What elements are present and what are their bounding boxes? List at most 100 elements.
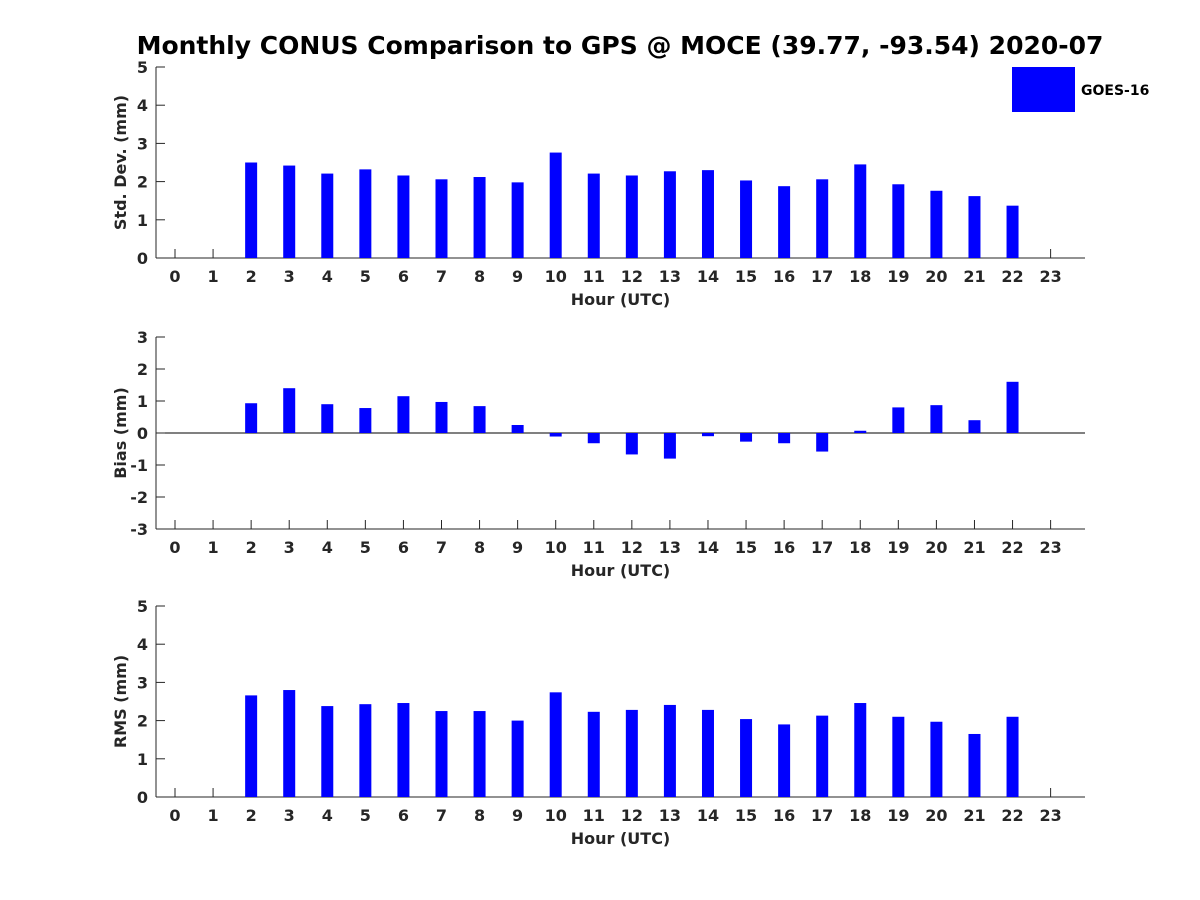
bar-hour-8	[473, 177, 486, 258]
bar-hour-12	[625, 175, 638, 258]
bar-hour-10	[549, 433, 562, 437]
x-axis-label: Hour (UTC)	[571, 290, 671, 309]
y-tick-label: 0	[137, 249, 148, 268]
bar-hour-13	[663, 171, 676, 258]
legend-swatch	[1012, 67, 1075, 112]
y-tick-label: -2	[130, 488, 148, 507]
x-tick-label: 6	[398, 267, 409, 286]
y-axis-label: RMS (mm)	[111, 655, 130, 748]
bar-hour-2	[245, 695, 258, 797]
bar-hour-6	[397, 175, 410, 258]
x-axis-label: Hour (UTC)	[571, 829, 671, 848]
bar-hour-2	[245, 162, 258, 258]
y-axis-label: Bias (mm)	[111, 387, 130, 479]
x-tick-label: 20	[925, 538, 947, 557]
x-axis-label: Hour (UTC)	[571, 561, 671, 580]
y-tick-label: 3	[137, 328, 148, 347]
bar-hour-13	[663, 704, 676, 797]
x-tick-label: 7	[436, 538, 447, 557]
bar-hour-10	[549, 692, 562, 797]
y-tick-label: 1	[137, 750, 148, 769]
x-tick-label: 1	[207, 806, 218, 825]
y-tick-label: 0	[137, 788, 148, 807]
bar-hour-22	[1006, 205, 1019, 258]
y-tick-label: 1	[137, 392, 148, 411]
bar-hour-19	[892, 716, 905, 797]
x-tick-label: 22	[1001, 538, 1023, 557]
bar-hour-14	[701, 433, 714, 437]
x-tick-label: 14	[697, 538, 719, 557]
bar-hour-5	[359, 408, 372, 433]
bar-hour-13	[663, 433, 676, 459]
x-tick-label: 0	[169, 538, 180, 557]
x-tick-label: 16	[773, 538, 795, 557]
x-tick-label: 18	[849, 267, 871, 286]
legend: GOES-16	[1012, 67, 1149, 112]
x-tick-label: 3	[284, 538, 295, 557]
bar-hour-7	[435, 179, 448, 258]
bar-hour-8	[473, 406, 486, 433]
bar-hour-20	[930, 405, 943, 433]
bar-hour-5	[359, 704, 372, 797]
x-tick-label: 15	[735, 538, 757, 557]
bar-hour-3	[283, 165, 296, 258]
y-tick-label: 2	[137, 360, 148, 379]
bar-hour-6	[397, 396, 410, 433]
x-tick-label: 23	[1039, 267, 1061, 286]
x-tick-label: 16	[773, 267, 795, 286]
x-tick-label: 9	[512, 538, 523, 557]
x-tick-label: 20	[925, 806, 947, 825]
bar-hour-21	[968, 420, 981, 433]
x-tick-label: 22	[1001, 267, 1023, 286]
bar-hour-22	[1006, 381, 1019, 433]
bar-hour-17	[816, 715, 829, 797]
x-tick-label: 0	[169, 267, 180, 286]
x-tick-label: 18	[849, 538, 871, 557]
y-tick-label: 1	[137, 211, 148, 230]
x-tick-label: 9	[512, 267, 523, 286]
bar-hour-9	[511, 425, 524, 433]
x-tick-label: 5	[360, 538, 371, 557]
x-tick-label: 15	[735, 267, 757, 286]
x-tick-label: 10	[545, 267, 567, 286]
x-tick-label: 8	[474, 267, 485, 286]
y-tick-label: 4	[137, 635, 148, 654]
x-tick-label: 6	[398, 538, 409, 557]
y-axis-label: Std. Dev. (mm)	[111, 95, 130, 230]
x-tick-label: 3	[284, 267, 295, 286]
x-tick-label: 21	[963, 538, 985, 557]
x-tick-label: 1	[207, 267, 218, 286]
bar-hour-19	[892, 184, 905, 258]
x-tick-label: 17	[811, 267, 833, 286]
bar-hour-5	[359, 169, 372, 258]
x-tick-label: 0	[169, 806, 180, 825]
bar-hour-20	[930, 721, 943, 797]
bar-hour-3	[283, 690, 296, 797]
bar-hour-7	[435, 401, 448, 433]
x-tick-label: 4	[322, 538, 333, 557]
x-tick-label: 22	[1001, 806, 1023, 825]
x-tick-label: 11	[583, 806, 605, 825]
bar-hour-15	[740, 180, 753, 258]
x-tick-label: 2	[246, 267, 257, 286]
x-tick-label: 8	[474, 538, 485, 557]
x-tick-label: 2	[246, 806, 257, 825]
x-tick-label: 20	[925, 267, 947, 286]
bar-hour-8	[473, 711, 486, 797]
x-tick-label: 17	[811, 538, 833, 557]
x-tick-label: 12	[621, 538, 643, 557]
bar-hour-12	[625, 709, 638, 797]
x-tick-label: 15	[735, 806, 757, 825]
bar-hour-11	[587, 433, 600, 444]
bar-hour-21	[968, 196, 981, 258]
x-tick-label: 4	[322, 267, 333, 286]
bar-hour-2	[245, 403, 258, 433]
x-tick-label: 5	[360, 267, 371, 286]
bar-hour-17	[816, 433, 829, 452]
bar-hour-10	[549, 152, 562, 258]
x-tick-label: 12	[621, 267, 643, 286]
bar-hour-7	[435, 711, 448, 797]
